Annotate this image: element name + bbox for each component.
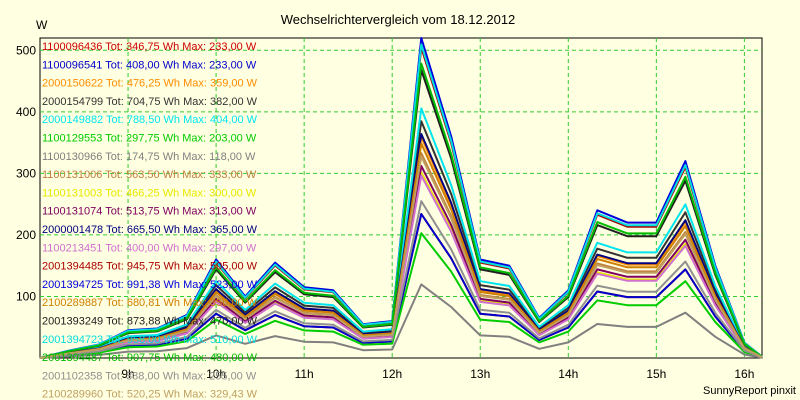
chart-title: Wechselrichtervergleich vom 18.12.2012 [281,12,516,27]
series-line [39,155,763,359]
x-tick-label: 9h [121,367,134,381]
legend-entry: 2001393249 Tot: 873,88 Wh Max: 470,00 W [42,316,258,328]
x-tick-label: 14h [558,367,578,381]
legend-entry: 2000154799 Tot: 704,75 Wh Max: 382,00 W [42,96,258,108]
y-tick-label: 200 [16,228,36,242]
legend-entry: 1100131006 Tot: 563,50 Wh Max: 333,00 W [42,169,257,181]
series-line [39,232,763,359]
legend-entry: 1100130966 Tot: 174,75 Wh Max: 118,00 W [42,151,256,163]
legend-entry: 2001394725 Tot: 991,38 Wh Max: 523,00 W [42,279,258,291]
x-tick-label: 16h [734,367,754,381]
series-line [39,142,763,359]
y-tick-label: 500 [16,43,36,57]
series-line [39,43,763,359]
legend-entry: 2001102358 Tot: 388,00 Wh Max: 255,00 W [42,370,257,382]
y-tick-label: 100 [16,289,36,303]
legend-entry: 2100289960 Tot: 520,25 Wh Max: 329,43 W [42,389,258,400]
legend-entry: 1100096436 Tot: 346,75 Wh Max: 233,00 W [42,41,257,53]
x-tick-label: 15h [646,367,666,381]
x-tick-label: 12h [382,367,402,381]
legend-entry: 2000001478 Tot: 665,50 Wh Max: 365,00 W [42,224,258,236]
y-axis-unit-label: W [36,18,48,32]
series-line [39,213,763,359]
y-tick-label: 300 [16,166,36,180]
series-line [39,200,763,359]
series-lines [39,37,763,359]
x-tick-label: 11h [295,367,314,381]
y-axis-ticks: 100 200 300 400 500 [16,43,36,303]
series-line [39,62,763,359]
legend-entry: 2000149882 Tot: 788,50 Wh Max: 404,00 W [42,114,258,126]
legend-entry: 1100129553 Tot: 297,75 Wh Max: 203,00 W [42,133,257,145]
series-line [39,107,763,359]
legend-entry: 1100131074 Tot: 513,75 Wh Max: 313,00 W [42,206,257,218]
series-line [39,283,763,359]
x-tick-label: 10h [206,367,226,381]
plot-area [39,37,763,359]
legend-entry: 2001394485 Tot: 945,75 Wh Max: 505,00 W [42,261,258,273]
legend-entry: 1100131003 Tot: 466,25 Wh Max: 300,00 W [42,187,257,199]
legend-entry: 2001394723 Tot: 958,00 Wh Max: 510,00 W [42,334,258,346]
legend-entry: 2100289887 Tot: 680,81 Wh Max: 350,00 W [42,297,258,309]
legend-entry: 2000150622 Tot: 476,25 Wh Max: 359,00 W [42,78,258,90]
footer-credit: SunnyReport pinxit [703,385,796,397]
legend-entry: 2001394487 Tot: 907,75 Wh Max: 480,00 W [42,352,258,364]
x-axis-ticks: 9h 10h 11h 12h 13h 14h 15h 16h [121,367,754,381]
x-tick-label: 13h [470,367,490,381]
legend-entry: 1100096541 Tot: 408,00 Wh Max: 233,00 W [42,59,257,71]
y-tick-label: 400 [16,105,36,119]
legend-entry: 1100213451 Tot: 400,00 Wh Max: 297,00 W [42,242,257,254]
series-line [39,174,763,359]
legend: 1100096436 Tot: 346,75 Wh Max: 233,00 W 1… [42,41,258,400]
